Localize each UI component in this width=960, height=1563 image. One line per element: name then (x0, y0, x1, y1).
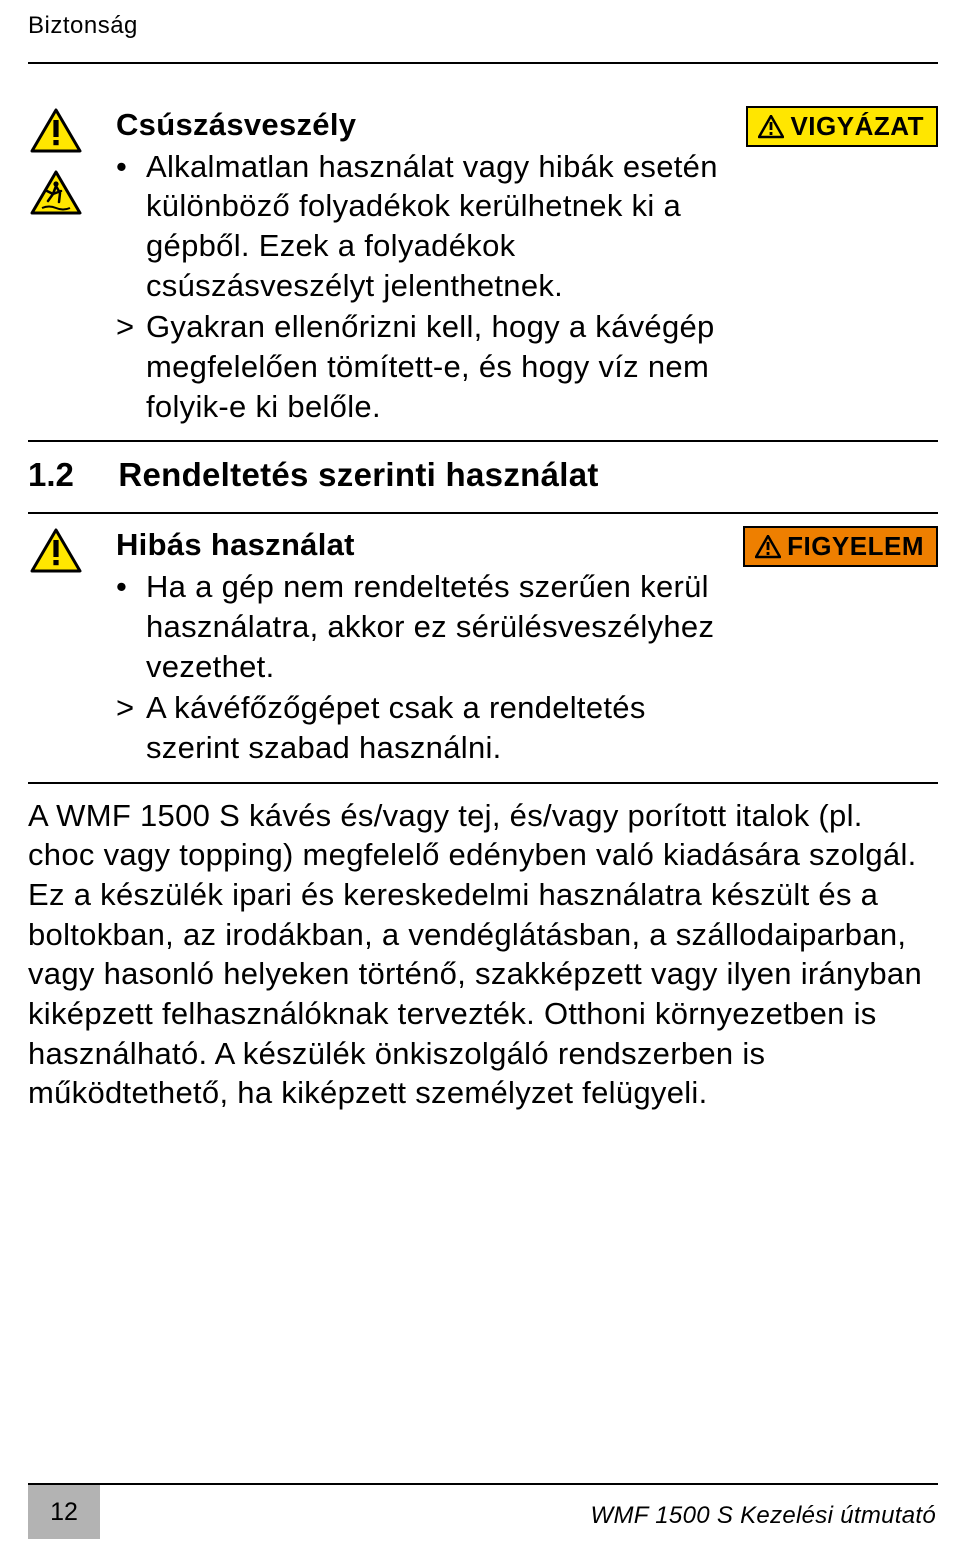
section-misuse-wrap: FIGYELEM Hibás használat Ha a gép nem re… (28, 526, 938, 767)
section-divider (28, 440, 938, 442)
section-divider (28, 782, 938, 784)
attention-badge-label: FIGYELEM (787, 531, 924, 562)
caution-badge: VIGYÁZAT (746, 106, 938, 147)
misuse-body: Hibás használat Ha a gép nem rendeltetés… (116, 526, 718, 767)
heading-text: Rendeltetés szerinti használat (118, 456, 598, 494)
slip-hazard-title: Csúszásveszély (116, 106, 718, 145)
warning-icon (28, 526, 84, 576)
intended-use-paragraph: A WMF 1500 S kávés és/vagy tej, és/vagy … (28, 796, 938, 1113)
hazard-icons (28, 526, 84, 576)
misuse-bullet: Ha a gép nem rendeltetés szerűen kerül h… (116, 567, 718, 686)
slip-hazard-bullet: Alkalmatlan használat vagy hibák esetén … (116, 147, 718, 306)
warning-icon (755, 535, 781, 559)
slip-hazard-icon (28, 168, 84, 218)
misuse-title: Hibás használat (116, 526, 718, 565)
header-section: Biztonság (28, 12, 938, 40)
page: Biztonság VIGYÁZAT (0, 0, 960, 1563)
footer-doc-title: WMF 1500 S Kezelési útmutató (591, 1502, 938, 1530)
header-divider (28, 62, 938, 64)
heading-number: 1.2 (28, 456, 74, 494)
footer: 12 WMF 1500 S Kezelési útmutató (28, 1483, 938, 1539)
misuse-action: A kávéfőzőgépet csak a rendeltetés szeri… (116, 688, 718, 767)
heading-row: 1.2 Rendeltetés szerinti használat (28, 454, 938, 498)
attention-badge: FIGYELEM (743, 526, 938, 567)
hazard-icons (28, 106, 84, 218)
warning-icon (28, 106, 84, 156)
warning-icon (758, 115, 784, 139)
section-slip-hazard: VIGYÁZAT (28, 106, 938, 426)
section-misuse: FIGYELEM Hibás használat Ha a gép nem re… (28, 526, 938, 767)
slip-hazard-action: Gyakran ellenőrizni kell, hogy a kávégép… (116, 307, 718, 426)
caution-badge-label: VIGYÁZAT (790, 111, 924, 142)
content: VIGYÁZAT (28, 106, 938, 1113)
slip-hazard-body: Csúszásveszély Alkalmatlan használat vag… (116, 106, 718, 426)
section-divider (28, 512, 938, 514)
page-number: 12 (28, 1485, 100, 1539)
